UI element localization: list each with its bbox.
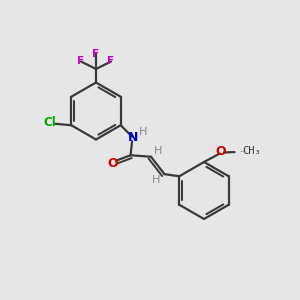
Text: F: F	[77, 56, 85, 67]
Text: H: H	[153, 146, 162, 156]
Text: H: H	[139, 127, 148, 137]
Text: methoxy: methoxy	[241, 151, 247, 152]
Text: F: F	[92, 49, 100, 59]
Text: O: O	[216, 145, 226, 158]
Text: H: H	[152, 175, 160, 185]
Text: Cl: Cl	[43, 116, 56, 129]
Text: N: N	[128, 131, 138, 144]
Text: F: F	[107, 56, 115, 67]
Text: O: O	[107, 157, 118, 170]
Text: CH₃: CH₃	[242, 146, 261, 156]
